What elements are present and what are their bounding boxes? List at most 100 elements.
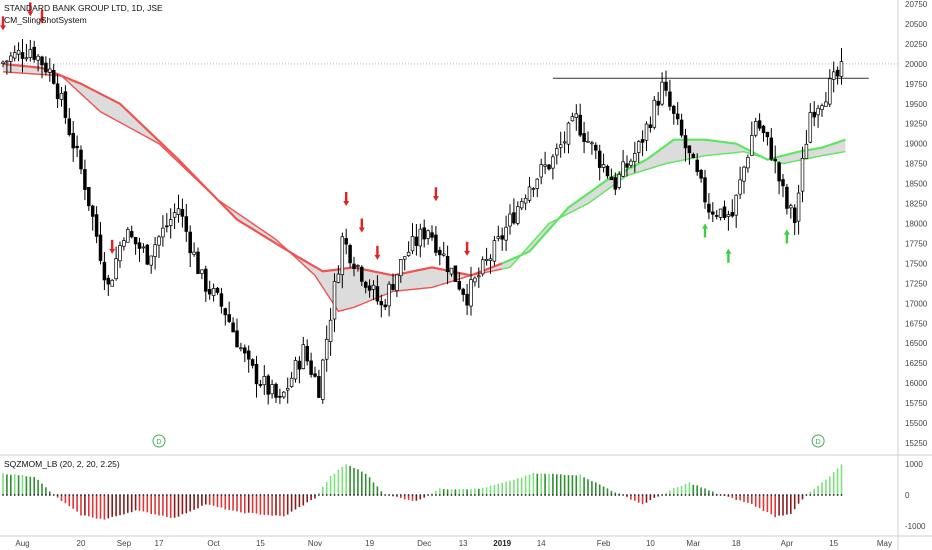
squeeze-dot (232, 494, 235, 496)
candle-body (590, 142, 594, 145)
candle-body (687, 145, 692, 154)
buy-arrow-head (702, 223, 708, 229)
candle-body (726, 214, 731, 217)
candle-body (711, 211, 715, 215)
candle-body (129, 231, 134, 238)
squeeze-dot (758, 494, 761, 496)
squeeze-dot (392, 494, 394, 496)
squeeze-dot (458, 494, 461, 496)
candle-body (340, 236, 345, 276)
buy-arrow-shaft (727, 252, 730, 263)
squeeze-dot (797, 494, 800, 496)
candle-body (383, 304, 387, 308)
time-tick-label: 2019 (493, 539, 511, 548)
squeeze-dot (380, 494, 383, 496)
candle-body (243, 347, 247, 354)
squeeze-dot (832, 494, 835, 496)
candle-body (274, 383, 278, 398)
sell-arrow-head (374, 254, 381, 260)
squeeze-dot (240, 494, 242, 496)
candle-body (32, 46, 36, 60)
candle-body (328, 319, 333, 343)
squeeze-dot (45, 494, 47, 496)
candle-body (804, 143, 809, 159)
squeeze-dot (474, 494, 476, 496)
squeeze-dot (103, 494, 106, 496)
candle-body (250, 359, 255, 366)
squeeze-dot (481, 494, 484, 496)
squeeze-dot (353, 494, 355, 496)
candle-body (633, 153, 637, 162)
candle-body (211, 288, 216, 296)
squeeze-dot (719, 494, 722, 496)
candle-body (51, 70, 56, 84)
squeeze-dot (204, 494, 207, 496)
candle-body (562, 141, 567, 144)
candle-body (761, 125, 766, 134)
candle-body (90, 205, 95, 217)
sell-arrow-head (432, 196, 439, 202)
candle-body (594, 144, 598, 151)
squeeze-dot (630, 494, 632, 496)
squeeze-dot (754, 494, 757, 496)
candle-body (395, 274, 399, 292)
candle-body (781, 179, 785, 187)
squeeze-dot (228, 494, 231, 496)
candle-body (484, 258, 489, 262)
candle-body (36, 55, 40, 61)
squeeze-dot (259, 494, 262, 496)
squeeze-dot (739, 494, 741, 496)
squeeze-dot (438, 494, 441, 496)
candle-body (133, 236, 138, 245)
candle-body (313, 373, 317, 377)
time-tick-label: 20 (77, 539, 86, 548)
squeeze-dot (715, 494, 718, 496)
squeeze-dot (255, 494, 258, 496)
squeeze-dot (665, 494, 667, 496)
price-tick-label: 20750 (905, 0, 928, 9)
candle-body (621, 161, 625, 177)
candle-body (406, 251, 411, 257)
candle-body (769, 137, 774, 160)
squeeze-dot (657, 494, 660, 496)
candle-body (360, 266, 364, 282)
squeeze-dot (825, 494, 827, 496)
candle-body (445, 255, 450, 273)
squeeze-dot (337, 494, 340, 496)
price-tick-label: 18000 (905, 220, 928, 229)
squeeze-dot (403, 494, 406, 496)
candle-body (457, 280, 462, 290)
squeeze-dot (427, 494, 429, 496)
sell-arrow-shaft (1, 16, 5, 27)
squeeze-dot (193, 494, 196, 496)
candle-body (309, 360, 313, 375)
squeeze-dot (243, 494, 246, 496)
squeeze-dot (552, 494, 554, 496)
candle-body (753, 121, 758, 136)
candle-body (67, 118, 72, 135)
candle-body (391, 284, 395, 290)
momentum-tick-label: -1000 (905, 522, 926, 531)
candle-body (625, 163, 629, 168)
squeeze-dot (548, 494, 550, 496)
squeeze-dot (431, 494, 433, 496)
squeeze-dot (72, 494, 75, 496)
squeeze-dot (368, 494, 371, 496)
squeeze-dot (821, 494, 823, 496)
candle-body (718, 208, 723, 218)
squeeze-dot (766, 494, 769, 496)
candle-body (285, 388, 290, 391)
candle-body (461, 288, 465, 295)
candle-body (480, 259, 485, 275)
candle-body (106, 277, 111, 285)
squeeze-dot (329, 494, 332, 496)
candle-body (126, 229, 130, 243)
candle-body (379, 301, 384, 306)
squeeze-dot (333, 494, 336, 496)
candle-body (531, 188, 536, 190)
candle-body (223, 308, 228, 316)
price-tick-label: 16250 (905, 359, 928, 368)
squeeze-dot (575, 494, 578, 496)
candle-body (137, 242, 142, 249)
